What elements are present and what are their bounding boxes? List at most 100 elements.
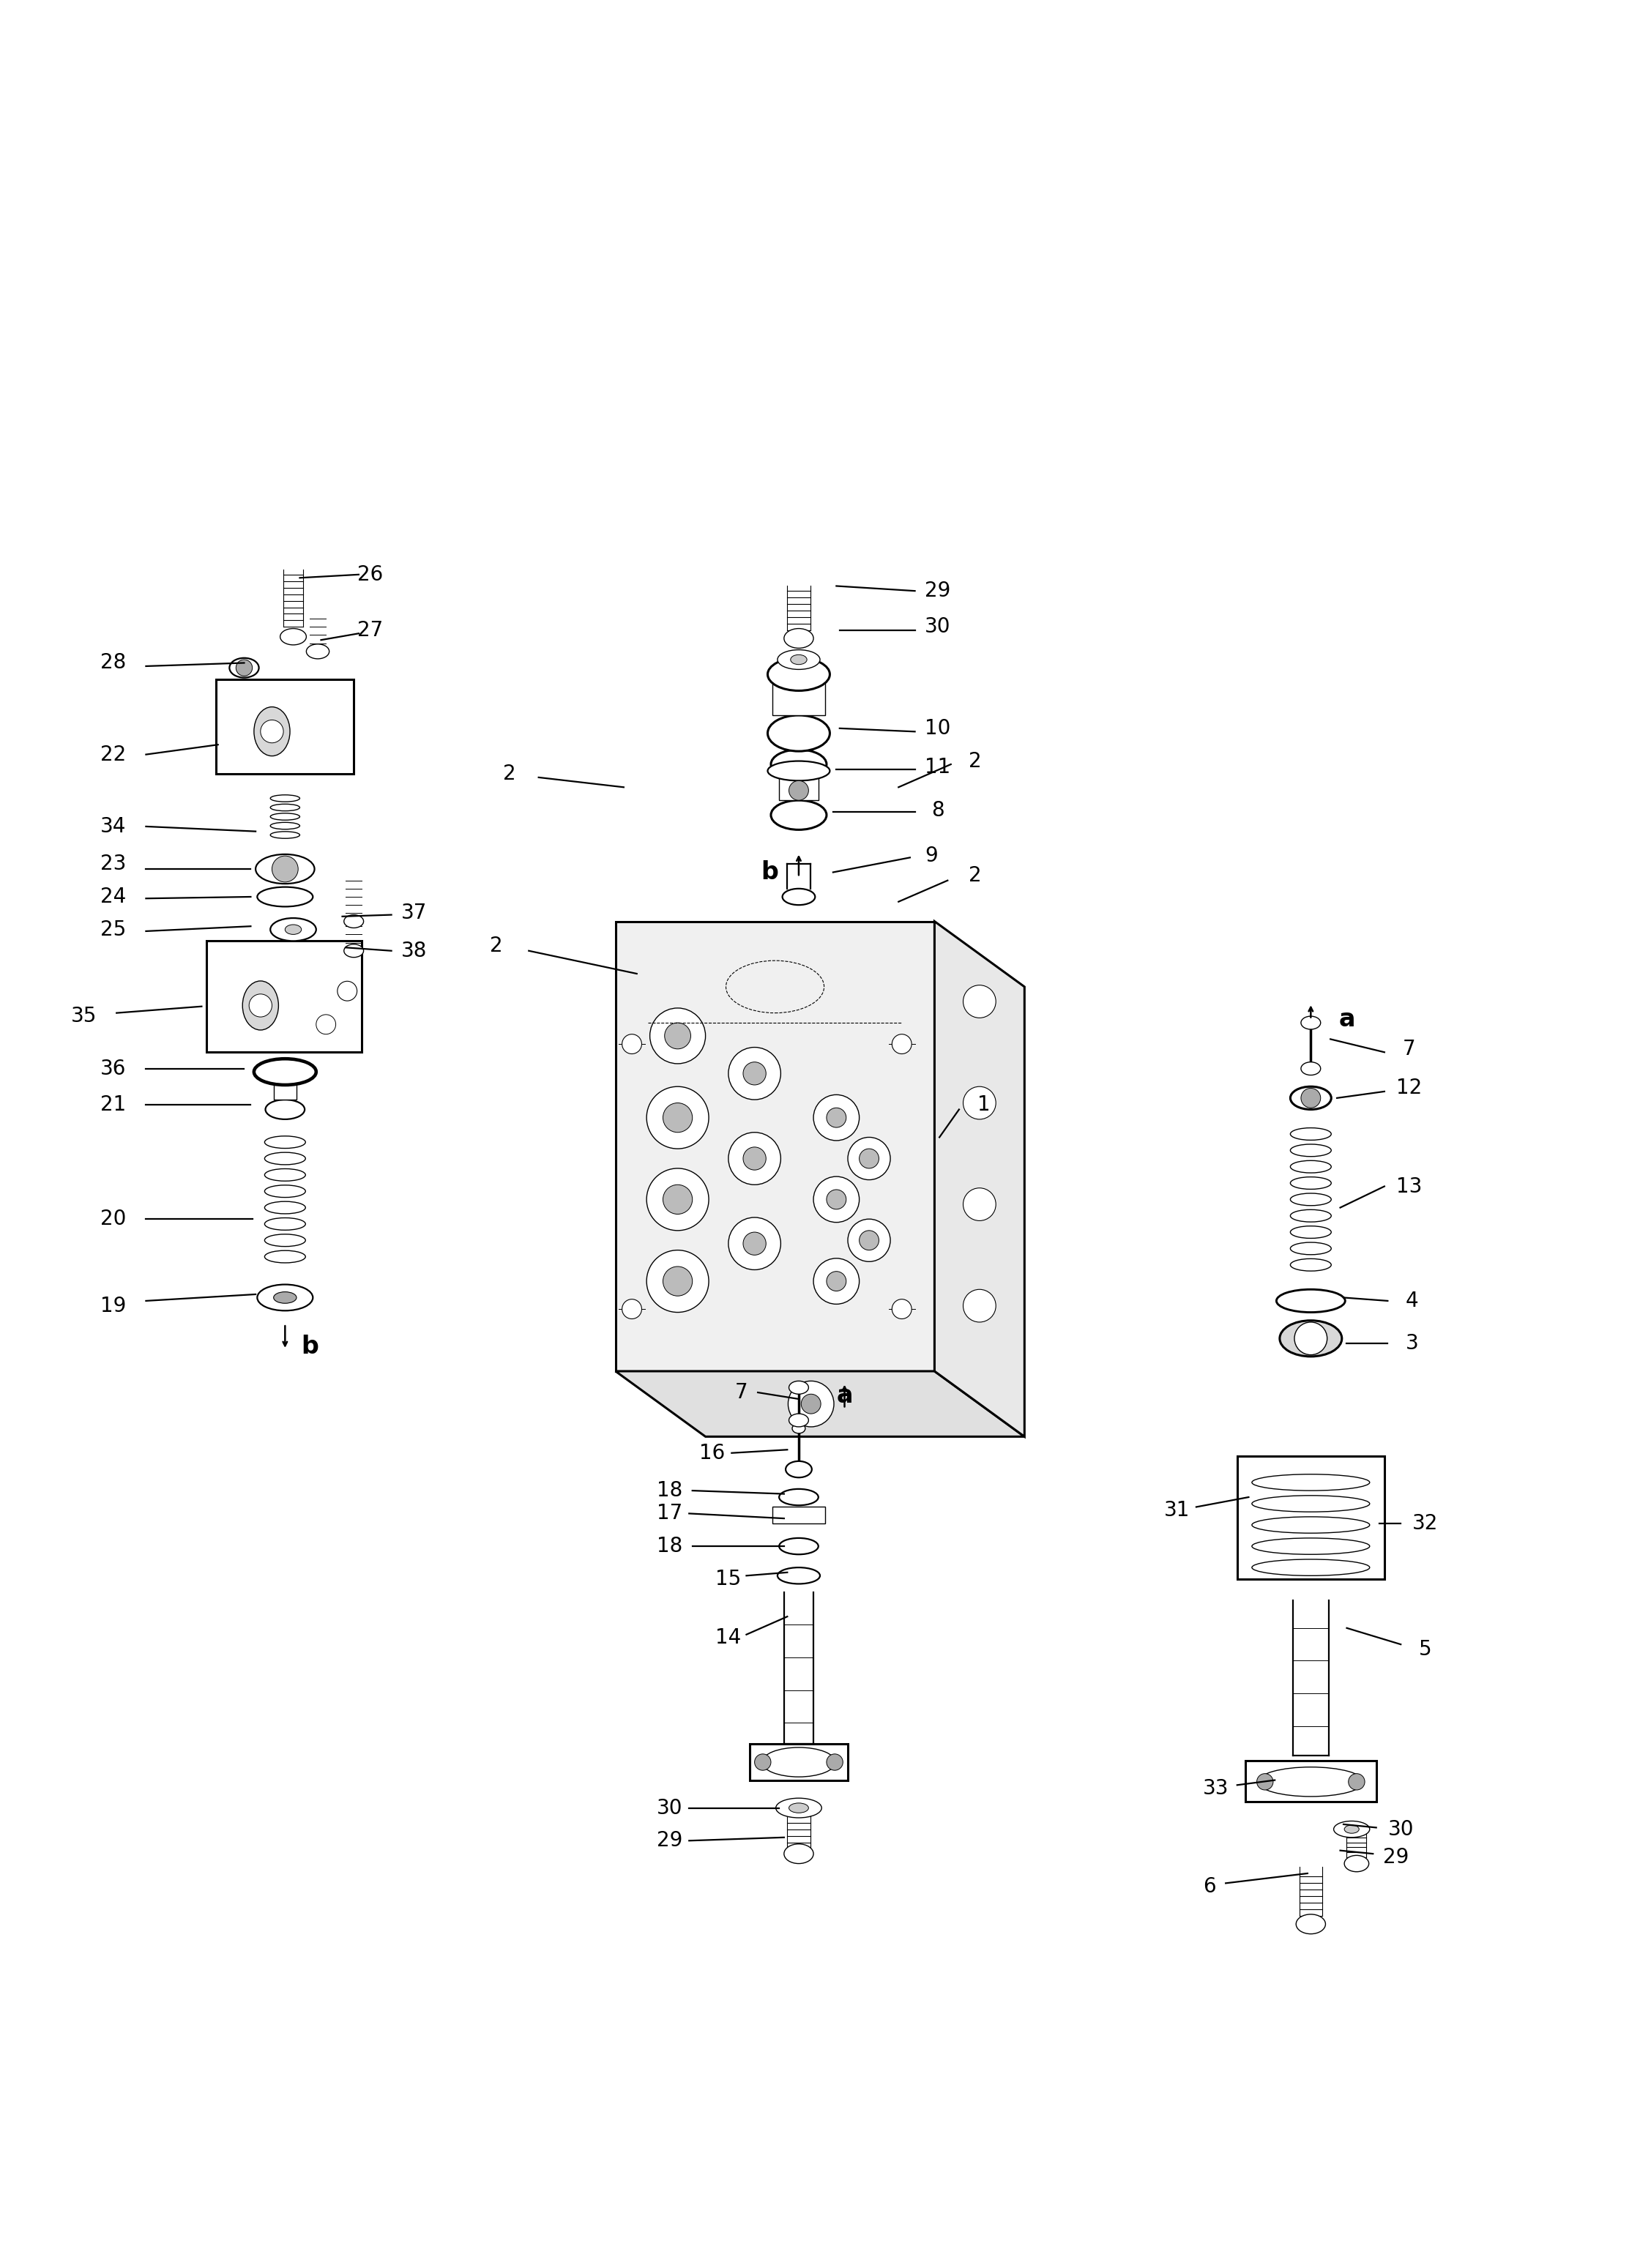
Ellipse shape <box>782 889 815 905</box>
Text: 32: 32 <box>1412 1513 1438 1533</box>
Circle shape <box>859 1148 879 1168</box>
Ellipse shape <box>1291 1086 1332 1109</box>
Circle shape <box>813 1259 859 1304</box>
Text: b: b <box>761 860 777 885</box>
Circle shape <box>813 1177 859 1222</box>
Text: 10: 10 <box>925 719 951 739</box>
Ellipse shape <box>779 1538 818 1554</box>
Circle shape <box>789 780 809 801</box>
Ellipse shape <box>285 925 302 934</box>
Ellipse shape <box>790 655 807 665</box>
Ellipse shape <box>1251 1560 1369 1576</box>
Circle shape <box>1301 1089 1320 1107</box>
Circle shape <box>827 1107 846 1127</box>
Ellipse shape <box>256 855 315 885</box>
Text: a: a <box>1338 1007 1355 1032</box>
Text: 22: 22 <box>100 744 126 764</box>
Text: 30: 30 <box>925 617 951 637</box>
Circle shape <box>249 993 272 1016</box>
Circle shape <box>827 1753 843 1771</box>
Ellipse shape <box>257 1284 313 1311</box>
Ellipse shape <box>792 1424 805 1433</box>
Text: 11: 11 <box>925 758 951 778</box>
Ellipse shape <box>1276 1290 1345 1313</box>
Circle shape <box>827 1272 846 1290</box>
Circle shape <box>743 1148 766 1170</box>
Text: 16: 16 <box>699 1442 725 1463</box>
Circle shape <box>663 1266 692 1295</box>
Circle shape <box>663 1184 692 1213</box>
Bar <box>207 941 362 1052</box>
Ellipse shape <box>777 651 820 669</box>
Circle shape <box>963 1290 995 1322</box>
Text: 33: 33 <box>1202 1778 1228 1799</box>
Text: 15: 15 <box>715 1569 741 1590</box>
Ellipse shape <box>274 1293 297 1304</box>
Ellipse shape <box>1301 1016 1320 1030</box>
Text: 21: 21 <box>100 1093 126 1116</box>
Ellipse shape <box>789 1803 809 1812</box>
Circle shape <box>848 1136 891 1179</box>
Ellipse shape <box>1251 1517 1369 1533</box>
Bar <box>1245 1760 1376 1801</box>
Circle shape <box>892 1300 912 1320</box>
Ellipse shape <box>1345 1855 1369 1871</box>
Circle shape <box>272 855 298 882</box>
Text: 5: 5 <box>1419 1640 1432 1660</box>
Ellipse shape <box>1333 1821 1369 1837</box>
Text: 8: 8 <box>932 801 945 821</box>
Circle shape <box>813 1095 859 1141</box>
Text: 4: 4 <box>1405 1290 1419 1311</box>
Ellipse shape <box>271 919 317 941</box>
Ellipse shape <box>243 982 279 1030</box>
Circle shape <box>622 1034 641 1055</box>
Circle shape <box>754 1753 771 1771</box>
Text: 29: 29 <box>925 581 951 601</box>
Circle shape <box>802 1395 820 1413</box>
Ellipse shape <box>768 658 830 692</box>
Bar <box>749 1744 848 1780</box>
Ellipse shape <box>230 658 259 678</box>
Text: 7: 7 <box>1402 1039 1415 1059</box>
Text: b: b <box>300 1334 318 1359</box>
Text: 6: 6 <box>1202 1876 1215 1896</box>
Text: 24: 24 <box>100 887 126 907</box>
Circle shape <box>338 982 358 1000</box>
Text: 14: 14 <box>715 1628 741 1649</box>
Ellipse shape <box>771 801 827 830</box>
Ellipse shape <box>777 1567 820 1583</box>
Ellipse shape <box>307 644 330 658</box>
Text: 3: 3 <box>1405 1334 1419 1354</box>
Text: 13: 13 <box>1396 1177 1422 1198</box>
Ellipse shape <box>771 751 827 778</box>
Ellipse shape <box>280 628 307 644</box>
Circle shape <box>646 1086 708 1148</box>
Text: 29: 29 <box>656 1830 682 1851</box>
Circle shape <box>1294 1322 1327 1354</box>
Ellipse shape <box>784 628 813 649</box>
Text: 12: 12 <box>1396 1077 1422 1098</box>
Circle shape <box>649 1007 705 1064</box>
Circle shape <box>646 1168 708 1232</box>
Text: 2: 2 <box>490 937 502 957</box>
Ellipse shape <box>763 1746 835 1776</box>
Text: 19: 19 <box>100 1295 126 1315</box>
Ellipse shape <box>1251 1495 1369 1513</box>
Text: 18: 18 <box>656 1481 682 1501</box>
Text: 23: 23 <box>100 853 126 875</box>
Ellipse shape <box>1296 1914 1325 1935</box>
Circle shape <box>1256 1774 1273 1789</box>
Circle shape <box>664 1023 690 1048</box>
Ellipse shape <box>768 714 830 751</box>
Ellipse shape <box>1301 1061 1320 1075</box>
Circle shape <box>622 1300 641 1320</box>
Text: 35: 35 <box>71 1007 97 1027</box>
Circle shape <box>1348 1774 1364 1789</box>
Ellipse shape <box>1345 1826 1360 1833</box>
Bar <box>779 764 818 801</box>
Bar <box>772 1506 825 1524</box>
Ellipse shape <box>254 708 290 755</box>
Ellipse shape <box>779 1490 818 1506</box>
Circle shape <box>859 1232 879 1250</box>
Circle shape <box>663 1102 692 1132</box>
